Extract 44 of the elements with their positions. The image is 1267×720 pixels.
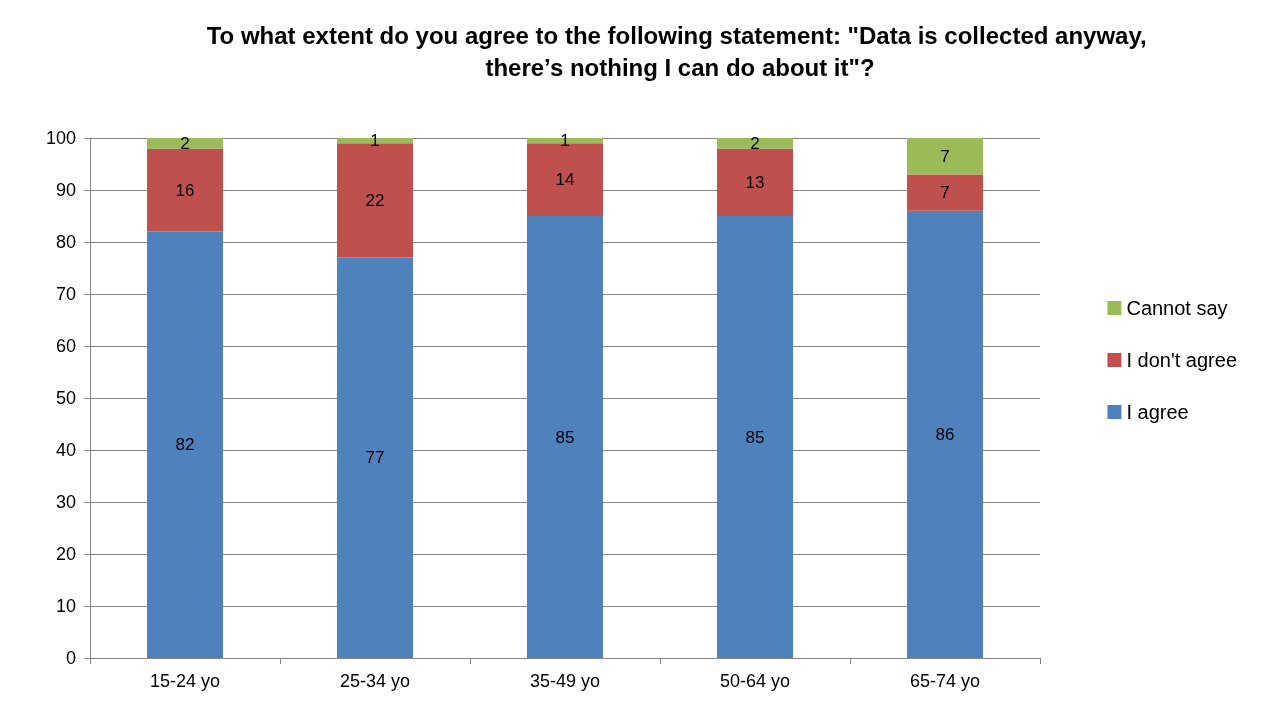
bar bbox=[907, 138, 983, 175]
data-label: 14 bbox=[555, 170, 575, 190]
x-tick-label: 50-64 yo bbox=[719, 671, 791, 691]
data-label: 2 bbox=[750, 133, 760, 153]
y-tick-label: 70 bbox=[55, 284, 76, 304]
data-label: 7 bbox=[940, 146, 950, 166]
y-tick-label: 20 bbox=[55, 544, 76, 564]
y-tick-label: 0 bbox=[65, 648, 76, 668]
data-label: 22 bbox=[365, 190, 385, 210]
legend-label: I don't agree bbox=[1126, 349, 1238, 371]
x-tick-label: 15-24 yo bbox=[149, 671, 221, 691]
data-label: 82 bbox=[175, 435, 195, 455]
y-tick-label: 50 bbox=[55, 388, 76, 408]
data-label: 13 bbox=[745, 172, 765, 192]
chart-title: To what extent do you agree to the following statement: "Data is collected anyway, there’s nothing I can do about it"? bbox=[206, 21, 1154, 81]
y-tick-label: 90 bbox=[55, 180, 76, 200]
legend-label: Cannot say bbox=[1126, 297, 1228, 319]
x-tick-label: 65-74 yo bbox=[909, 671, 981, 691]
data-label: 85 bbox=[745, 427, 765, 447]
y-tick-label: 40 bbox=[55, 440, 76, 460]
data-label: 2 bbox=[180, 133, 190, 153]
data-label: 7 bbox=[940, 183, 950, 203]
bar bbox=[907, 210, 983, 658]
bar bbox=[907, 174, 983, 211]
x-tick-label: 35-49 yo bbox=[529, 671, 601, 691]
legend-label: I agree bbox=[1126, 401, 1189, 423]
bar bbox=[147, 138, 223, 149]
data-label: 77 bbox=[365, 448, 385, 468]
y-tick-label: 100 bbox=[45, 128, 76, 148]
y-tick-label: 60 bbox=[55, 336, 76, 356]
data-label: 85 bbox=[555, 427, 575, 447]
bar bbox=[717, 138, 793, 149]
bar bbox=[337, 257, 413, 658]
bar bbox=[147, 231, 223, 658]
data-label: 16 bbox=[175, 180, 195, 200]
y-tick-label: 30 bbox=[55, 492, 76, 512]
x-tick-label: 25-34 yo bbox=[339, 671, 411, 691]
bar bbox=[717, 216, 793, 658]
bar bbox=[527, 216, 603, 658]
y-tick-label: 10 bbox=[55, 596, 76, 616]
bar bbox=[717, 148, 793, 216]
bar bbox=[147, 148, 223, 232]
y-tick-label: 80 bbox=[55, 232, 76, 252]
data-label: 86 bbox=[935, 424, 955, 444]
